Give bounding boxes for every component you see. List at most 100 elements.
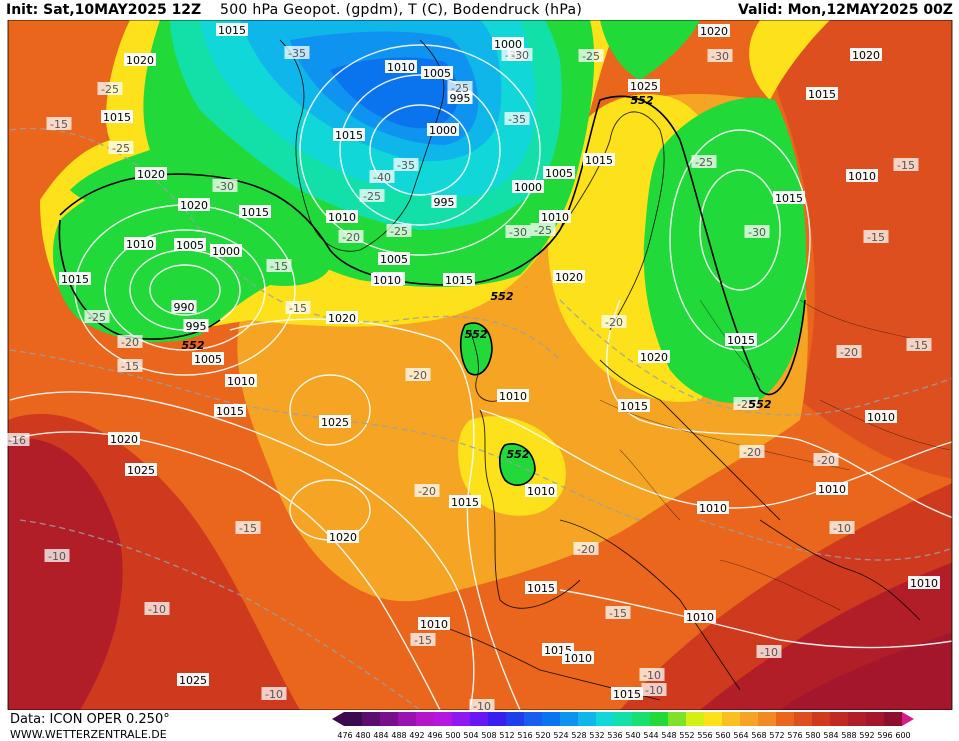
geopotential-label-text: 552 (507, 448, 530, 461)
temperature-label-text: -15 (239, 522, 257, 535)
pressure-label-text: 1000 (514, 181, 542, 194)
pressure-label-text: 1020 (700, 25, 728, 38)
pressure-label-bg (525, 484, 557, 497)
temperature-label: -40 (369, 170, 395, 184)
pressure-label: 1000 (512, 180, 544, 194)
legend-value: 560 (715, 731, 730, 740)
temperature-label-bg (601, 315, 627, 328)
temperature-label-text: -25 (582, 50, 600, 63)
pressure-label-text: 1025 (179, 674, 207, 687)
pressure-label-bg (216, 23, 248, 36)
pressure-label-text: 1015 (775, 192, 803, 205)
pressure-label-text: 1015 (451, 496, 479, 509)
green-north-patch (600, 20, 700, 80)
temperature-label: -10 (829, 521, 855, 535)
se-hot-region (780, 632, 952, 710)
pressure-label: 1020 (327, 530, 359, 544)
legend-value: 512 (499, 731, 514, 740)
temperature-label-text: -10 (643, 669, 661, 682)
legend-value: 480 (355, 731, 370, 740)
pressure-label-bg (326, 311, 358, 324)
temperature-label: -10 (469, 699, 495, 710)
legend-swatch (686, 712, 704, 726)
temperature-label-text: -30 (711, 50, 729, 63)
temperature-label-text: -25 (534, 224, 552, 237)
pressure-label-bg (178, 198, 210, 211)
pressure-label-text: 1015 (727, 334, 755, 347)
pressure-label-bg (698, 24, 730, 37)
pressure-label: 1010 (497, 389, 529, 403)
pressure-label: 1015 (59, 272, 91, 286)
temperature-label: -15 (117, 359, 143, 373)
temperature-label: -10 (639, 668, 665, 682)
pressure-label-text: 1000 (212, 245, 240, 258)
ne-warm-band (760, 20, 952, 479)
temperature-label-text: -10 (833, 522, 851, 535)
pressure-label-text: 1005 (176, 239, 204, 252)
pressure-label-text: 1015 (445, 274, 473, 287)
temperature-label-text: -25 (112, 142, 130, 155)
chart-title: 500 hPa Geopot. (gpdm), T (C), Bodendruc… (220, 2, 583, 18)
geopotential-label: 552 (631, 94, 654, 107)
pressure-label-bg (684, 610, 716, 623)
pressure-label-text: 1020 (180, 199, 208, 212)
pressure-label-text: 1010 (387, 61, 415, 74)
geopotential-label: 552 (749, 398, 772, 411)
temperature-label-bg (733, 397, 759, 410)
legend-value: 596 (877, 731, 892, 740)
temperature-label-text: -25 (737, 398, 755, 411)
website-link[interactable]: WWW.WETTERZENTRALE.DE (10, 728, 167, 741)
legend-value: 484 (373, 731, 388, 740)
pressure-label-bg (124, 237, 156, 250)
temperature-label: -15 (863, 230, 889, 244)
pressure-label: 1005 (174, 238, 206, 252)
temperature-label-text: -15 (121, 360, 139, 373)
temperature-label-text: -15 (50, 118, 68, 131)
pressure-label-bg (124, 53, 156, 66)
temperature-label: -10 (756, 645, 782, 659)
pressure-label-text: 1010 (818, 483, 846, 496)
pressure-label: 1010 (684, 610, 716, 624)
pressure-label: 1010 (539, 210, 571, 224)
temperature-label-text: -10 (645, 684, 663, 697)
pressure-label: 1015 (618, 399, 650, 413)
temperature-label-text: -30 (509, 226, 527, 239)
temperature-label-bg (605, 606, 631, 619)
temperature-label-bg (144, 602, 170, 615)
temperature-label-bg (393, 158, 419, 171)
color-legend: 476 480 484 488 492 496 500 504 508 512 516 520 524 5… (332, 712, 914, 740)
temperature-label-text: -20 (409, 369, 427, 382)
pressure-label-bg (371, 273, 403, 286)
pressure-label: 1010 (385, 60, 417, 74)
temperature-label-bg (447, 81, 473, 94)
temperature-label-text: -25 (363, 190, 381, 203)
temperature-label-text: -30 (511, 49, 529, 62)
temperature-label: -35 (284, 46, 310, 60)
legend-value: 540 (625, 731, 640, 740)
temperature-label: -35 (393, 158, 419, 172)
temperature-label-text: -15 (270, 260, 288, 273)
pressure-label: 1025 (125, 463, 157, 477)
pressure-label: 1015 (214, 404, 246, 418)
pressure-label-text: 1015 (527, 582, 555, 595)
temperature-label: -20 (414, 484, 440, 498)
isobars (9, 44, 952, 710)
pressure-label: 1015 (806, 87, 838, 101)
pressure-label-bg (225, 374, 257, 387)
pressure-label: 1020 (638, 350, 670, 364)
temperature-label-text: -25 (101, 83, 119, 96)
temperature-label-text: -20 (418, 485, 436, 498)
legend-swatch (506, 712, 524, 726)
pressure-label-text: 1005 (545, 167, 573, 180)
pressure-label: 1010 (371, 273, 403, 287)
temperature-label-bg (44, 549, 70, 562)
temperature-label-text: -20 (342, 231, 360, 244)
temperature-label: -25 (691, 155, 717, 169)
legend-value: 544 (643, 731, 658, 740)
legend-swatch (632, 712, 650, 726)
pressure-label: 1025 (177, 673, 209, 687)
temperature-label-bg (284, 46, 310, 59)
pressure-label: 1015 (101, 110, 133, 124)
pressure-label: 1015 (773, 191, 805, 205)
temperature-label-bg (813, 453, 839, 466)
